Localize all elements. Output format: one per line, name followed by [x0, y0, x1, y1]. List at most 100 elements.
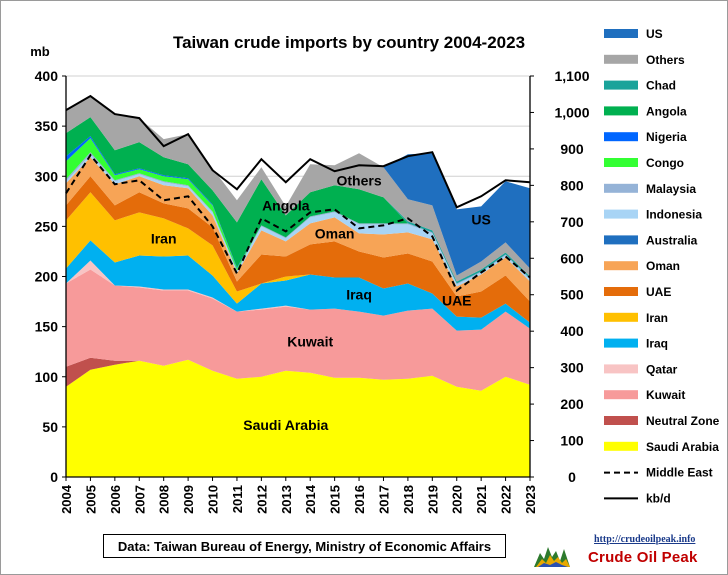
legend-label-australia: Australia [646, 233, 698, 247]
legend-swatch-indonesia [604, 209, 638, 219]
area-oman [66, 157, 530, 302]
left-tick-label: 150 [35, 319, 59, 335]
right-tick-label: 1,000 [554, 104, 589, 120]
x-tick-label: 2010 [206, 485, 221, 514]
legend-label-us: US [646, 27, 663, 41]
legend-label-nigeria: Nigeria [646, 130, 687, 144]
x-tick-label: 2004 [59, 484, 74, 514]
x-tick-label: 2009 [181, 485, 196, 514]
left-tick-label: 300 [35, 168, 59, 184]
legend-swatch-others [604, 54, 638, 64]
area-label: Angola [262, 197, 310, 213]
legend-swatch-iraq [604, 338, 638, 348]
right-tick-label: 300 [560, 360, 584, 376]
x-tick-label: 2005 [83, 485, 98, 514]
legend-label-neutral-zone: Neutral Zone [646, 414, 720, 428]
stacked-areas [66, 96, 530, 477]
area-label: Others [336, 172, 381, 188]
area-neutral-zone [66, 357, 530, 391]
legend-label-others: Others [646, 53, 685, 67]
x-tick-label: 2022 [499, 485, 514, 514]
area-indonesia [66, 154, 530, 287]
left-tick-label: 400 [35, 68, 59, 84]
legend-swatch-oman [604, 261, 638, 271]
area-iraq [66, 240, 530, 331]
source-note: Data: Taiwan Bureau of Energy, Ministry … [103, 534, 506, 558]
legend-swatch-neutral-zone [604, 416, 638, 425]
x-tick-label: 2011 [230, 485, 245, 513]
legend-label-indonesia: Indonesia [646, 208, 702, 222]
legend-swatch-uae [604, 287, 638, 296]
right-tick-label: 0 [568, 469, 576, 485]
x-tick-label: 2020 [450, 485, 465, 514]
area-us [66, 96, 530, 276]
legend-label-oman: Oman [646, 259, 680, 273]
area-uae [66, 176, 530, 323]
area-label: Oman [315, 225, 355, 241]
x-tick-label: 2006 [108, 485, 123, 514]
area-label: US [471, 211, 490, 227]
right-tick-label: 200 [560, 396, 584, 412]
legend-swatch-angola [604, 106, 638, 116]
right-tick-label: 500 [560, 287, 584, 303]
line-kb-d [65, 94, 531, 209]
legend-label-kuwait: Kuwait [646, 388, 685, 402]
right-tick-label: 100 [560, 433, 584, 449]
left-tick-label: 250 [35, 218, 59, 234]
area-label: Iraq [346, 287, 372, 303]
crude-oil-peak-logo [534, 547, 570, 567]
logo-wave-graphic [538, 562, 568, 567]
area-malaysia [66, 152, 530, 285]
legend-swatch-congo [604, 158, 638, 167]
legend-label-middle-east: Middle East [646, 466, 713, 480]
right-tick-label: 700 [560, 214, 584, 230]
right-tick-label: 800 [560, 177, 584, 193]
legend-swatch-qatar [604, 364, 638, 374]
right-tick-label: 400 [560, 323, 584, 339]
logo-url[interactable]: http://crudeoilpeak.info [594, 534, 696, 545]
legend-label-uae: UAE [646, 285, 671, 299]
legend-swatch-kuwait [604, 390, 638, 400]
right-tick-label: 1,100 [554, 68, 589, 84]
area-label: Saudi Arabia [243, 417, 328, 433]
area-others [66, 96, 530, 282]
left-tick-label: 50 [42, 419, 58, 435]
area-label: Iran [151, 230, 177, 246]
x-tick-label: 2013 [279, 485, 294, 514]
legend-label-kb-d: kb/d [646, 491, 671, 505]
legend-label-iraq: Iraq [646, 337, 668, 351]
legend-label-iran: Iran [646, 311, 668, 325]
legend-label-congo: Congo [646, 156, 684, 170]
area-annotations: Saudi Arabia Kuwait Iran Iraq Oman UAE Angola O… [151, 172, 491, 433]
right-tick-label: 600 [560, 250, 584, 266]
x-tick-label: 2017 [376, 485, 391, 514]
right-tick-label: 900 [560, 141, 584, 157]
left-tick-label: 100 [35, 369, 59, 385]
x-tick-label: 2021 [474, 485, 489, 514]
line-middle-east [65, 153, 531, 293]
x-tick-label: 2018 [401, 485, 416, 514]
x-tick-label: 2015 [328, 485, 343, 514]
x-tick-label: 2023 [523, 485, 538, 514]
x-tick-label: 2007 [132, 485, 147, 514]
legend-swatch-nigeria [604, 132, 638, 142]
left-tick-label: 350 [35, 118, 59, 134]
legend-label-malaysia: Malaysia [646, 182, 696, 196]
legend-label-qatar: Qatar [646, 362, 678, 376]
left-axis-unit-label: mb [30, 44, 50, 59]
chart-title: Taiwan crude imports by country 2004-202… [173, 33, 525, 52]
legend-swatch-australia [604, 235, 638, 245]
x-tick-label: 2012 [254, 485, 269, 514]
left-tick-label: 200 [35, 269, 59, 285]
area-saudi-arabia [66, 359, 530, 477]
legend-label-chad: Chad [646, 79, 676, 93]
logo-name: Crude Oil Peak [588, 549, 698, 566]
x-tick-label: 2008 [157, 485, 172, 514]
x-tick-label: 2014 [303, 484, 318, 514]
legend-swatch-saudi-arabia [604, 441, 638, 451]
legend-label-angola: Angola [646, 104, 687, 118]
legend: US Others Chad Angola Nigeria Congo Malaysia In… [604, 27, 720, 505]
axes: 0 50 100 150 200 250 300 350 400 0 100 200 300 400 500… [35, 68, 590, 514]
legend-swatch-iran [604, 312, 638, 322]
